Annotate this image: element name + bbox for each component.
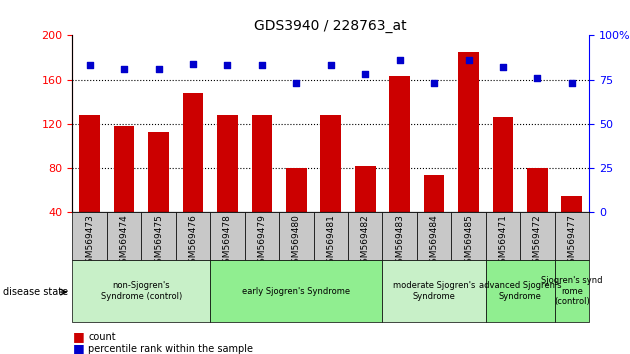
Bar — [210, 212, 244, 260]
Bar — [217, 115, 238, 257]
Title: GDS3940 / 228763_at: GDS3940 / 228763_at — [255, 19, 407, 33]
Bar — [279, 212, 314, 260]
Text: advanced Sjogren's
Syndrome: advanced Sjogren's Syndrome — [479, 281, 561, 301]
Point — [257, 63, 267, 68]
Text: ■: ■ — [72, 342, 84, 354]
Point — [498, 64, 508, 70]
Bar — [520, 212, 554, 260]
Text: GSM569479: GSM569479 — [258, 214, 266, 269]
Bar — [451, 212, 486, 260]
Bar — [554, 260, 589, 322]
Point — [119, 66, 129, 72]
Bar — [527, 168, 547, 257]
Point — [394, 57, 404, 63]
Text: GSM569472: GSM569472 — [533, 214, 542, 269]
Bar — [389, 76, 410, 257]
Bar — [424, 175, 444, 257]
Point — [429, 80, 439, 86]
Bar — [321, 115, 341, 257]
Bar — [286, 168, 307, 257]
Point — [154, 66, 164, 72]
Text: count: count — [88, 332, 116, 342]
Text: GSM569478: GSM569478 — [223, 214, 232, 269]
Point — [360, 72, 370, 77]
Bar — [79, 115, 100, 257]
Bar — [72, 212, 107, 260]
Text: early Sjogren's Syndrome: early Sjogren's Syndrome — [243, 287, 350, 296]
Bar — [72, 260, 210, 322]
Bar — [458, 52, 479, 257]
Bar — [183, 93, 203, 257]
Text: moderate Sjogren's
Syndrome: moderate Sjogren's Syndrome — [393, 281, 475, 301]
Point — [326, 63, 336, 68]
Bar — [382, 260, 486, 322]
Bar — [210, 260, 382, 322]
Bar — [148, 132, 169, 257]
Text: GSM569481: GSM569481 — [326, 214, 335, 269]
Point — [222, 63, 232, 68]
Text: GSM569477: GSM569477 — [568, 214, 576, 269]
Text: GSM569473: GSM569473 — [85, 214, 94, 269]
Bar — [244, 212, 279, 260]
Bar — [107, 212, 141, 260]
Text: GSM569475: GSM569475 — [154, 214, 163, 269]
Bar — [554, 212, 589, 260]
Point — [291, 80, 301, 86]
Bar — [141, 212, 176, 260]
Text: GSM569482: GSM569482 — [361, 214, 370, 269]
Bar — [348, 212, 382, 260]
Point — [84, 63, 94, 68]
Text: Sjogren's synd
rome
(control): Sjogren's synd rome (control) — [541, 276, 602, 306]
Bar — [176, 212, 210, 260]
Bar — [251, 115, 272, 257]
Bar — [382, 212, 417, 260]
Text: GSM569485: GSM569485 — [464, 214, 473, 269]
Bar — [314, 212, 348, 260]
Text: GSM569474: GSM569474 — [120, 214, 129, 269]
Bar — [417, 212, 451, 260]
Bar — [355, 166, 375, 257]
Text: non-Sjogren's
Syndrome (control): non-Sjogren's Syndrome (control) — [101, 281, 182, 301]
Point — [188, 61, 198, 67]
Text: GSM569483: GSM569483 — [395, 214, 404, 269]
Bar — [486, 260, 554, 322]
Text: GSM569471: GSM569471 — [498, 214, 507, 269]
Text: GSM569484: GSM569484 — [430, 214, 438, 269]
Point — [567, 80, 577, 86]
Point — [532, 75, 542, 81]
Bar — [114, 126, 134, 257]
Text: percentile rank within the sample: percentile rank within the sample — [88, 344, 253, 354]
Text: ■: ■ — [72, 331, 84, 343]
Bar — [561, 196, 582, 257]
Text: disease state: disease state — [3, 287, 68, 297]
Bar — [493, 117, 513, 257]
Bar — [486, 212, 520, 260]
Text: GSM569476: GSM569476 — [188, 214, 197, 269]
Point — [464, 57, 474, 63]
Text: GSM569480: GSM569480 — [292, 214, 301, 269]
